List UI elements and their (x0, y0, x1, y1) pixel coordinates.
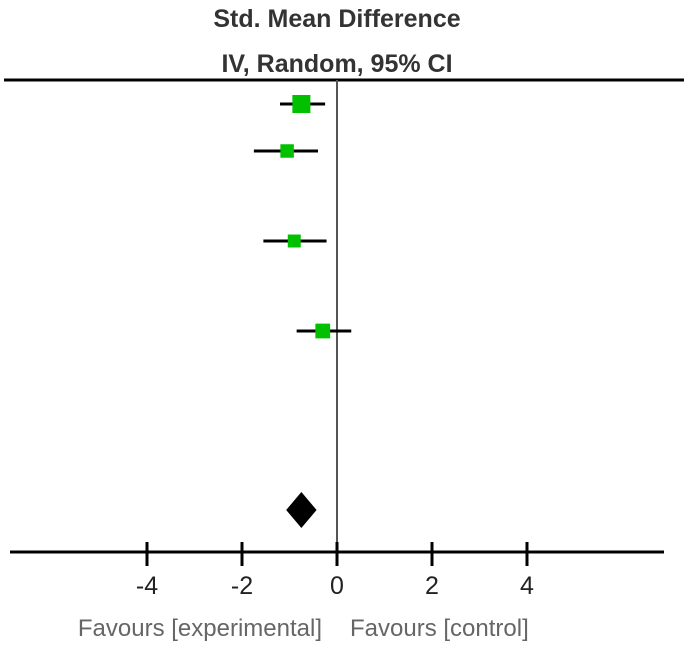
x-tick-label: 2 (425, 572, 439, 600)
x-tick-label: 4 (520, 572, 534, 600)
x-axis-ticks: -4 -2 0 2 4 (136, 542, 534, 600)
pooled-effect-diamond (286, 492, 317, 528)
study-effect-square (292, 95, 311, 113)
study-effect-square (315, 323, 331, 339)
favours-experimental-label: Favours [experimental] (78, 615, 322, 642)
chart-title: Std. Mean Difference (213, 5, 460, 33)
study-effect-square (287, 234, 301, 248)
x-tick-label: 0 (330, 572, 344, 600)
x-tick-label: -4 (136, 572, 158, 600)
favours-control-label: Favours [control] (350, 615, 529, 642)
plot-area (253, 80, 352, 552)
study-effect-square (280, 144, 294, 158)
x-tick-label: -2 (231, 572, 253, 600)
chart-subtitle: IV, Random, 95% CI (221, 50, 452, 78)
